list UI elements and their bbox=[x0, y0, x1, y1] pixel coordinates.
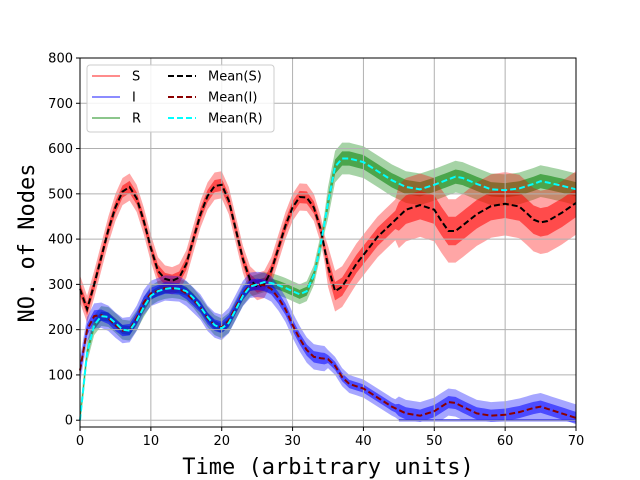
x-tick-label: 10 bbox=[143, 434, 160, 449]
y-tick-label: 0 bbox=[65, 414, 73, 429]
legend-label: I bbox=[132, 91, 136, 106]
x-tick-label: 20 bbox=[213, 434, 230, 449]
legend-label: S bbox=[132, 70, 140, 85]
legend-label: R bbox=[132, 112, 141, 127]
y-tick-label: 800 bbox=[48, 52, 73, 67]
x-axis-title: Time (arbitrary units) bbox=[182, 455, 473, 480]
series-line-mean-s bbox=[79, 183, 577, 313]
legend-label: Mean(S) bbox=[208, 70, 262, 85]
I-runs-band-core bbox=[80, 278, 576, 425]
y-tick-label: 700 bbox=[48, 97, 73, 112]
series-line-mean-i bbox=[79, 283, 577, 419]
simulation-runs-bands bbox=[80, 142, 576, 425]
legend-label: Mean(I) bbox=[208, 91, 257, 106]
S-runs-band-core bbox=[80, 178, 576, 316]
x-axis-ticks: 0 10 20 30 40 50 60 70 bbox=[76, 427, 584, 449]
y-axis-title: NO. of Nodes bbox=[15, 164, 40, 323]
x-tick-label: 40 bbox=[355, 434, 372, 449]
x-tick-label: 50 bbox=[426, 434, 443, 449]
y-tick-label: 200 bbox=[48, 323, 73, 338]
mean-lines bbox=[79, 157, 577, 421]
y-axis-ticks: 0 100 200 300 400 500 600 700 800 bbox=[48, 52, 80, 429]
series-line-mean-r bbox=[79, 157, 577, 421]
y-tick-label: 400 bbox=[48, 233, 73, 248]
legend-label: Mean(R) bbox=[208, 112, 263, 127]
legend-box bbox=[86, 64, 275, 133]
y-tick-label: 600 bbox=[48, 142, 73, 157]
y-tick-label: 100 bbox=[48, 368, 73, 383]
plot-frame bbox=[79, 57, 577, 428]
x-tick-label: 0 bbox=[76, 434, 84, 449]
x-tick-label: 30 bbox=[284, 434, 301, 449]
y-tick-label: 300 bbox=[48, 278, 73, 293]
y-tick-label: 500 bbox=[48, 187, 73, 202]
legend: SIR Mean(S) Mean(I) Mean(R) bbox=[86, 64, 275, 133]
x-tick-label: 60 bbox=[497, 434, 514, 449]
x-tick-label: 70 bbox=[568, 434, 585, 449]
